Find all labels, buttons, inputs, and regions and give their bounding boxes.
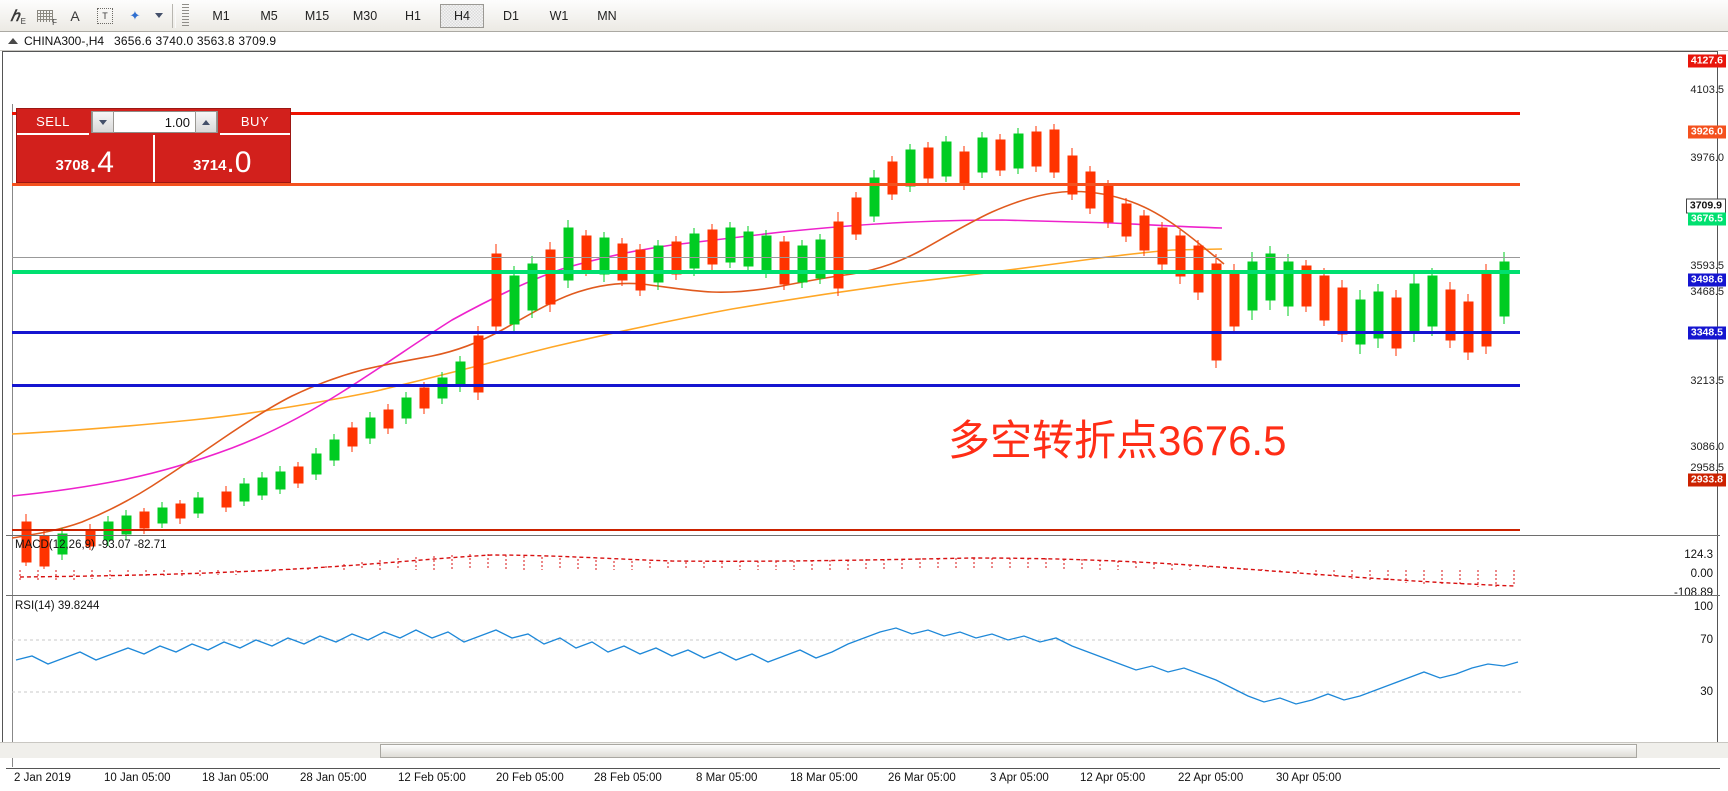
macd-pane-label: MACD(12,26,9) -93.07 -82.71 [15, 539, 167, 551]
x-tick: 12 Apr 05:00 [1080, 772, 1146, 784]
x-tick: 22 Apr 05:00 [1178, 772, 1244, 784]
timeframe-m5[interactable]: M5 [260, 8, 278, 23]
buy-price-decimal: .0 [226, 146, 252, 179]
horizontal-scrollbar[interactable] [0, 742, 1728, 758]
chart-left-gutter [6, 104, 13, 767]
x-tick: 10 Jan 05:00 [104, 772, 171, 784]
buy-price-integer: 3714 [193, 157, 227, 174]
sell-button[interactable]: SELL [17, 109, 89, 135]
chart-frame: 多空转折点3676.5 SELL 1.00 BUY 3708 .4 37 [2, 51, 1720, 784]
macd-axis-tick-low: -108.89 [1673, 587, 1713, 599]
volume-stepper[interactable]: 1.00 [91, 111, 218, 133]
level-line-3676.5[interactable] [12, 270, 1520, 274]
macd-axis-tick-high: 124.3 [1684, 549, 1713, 561]
x-tick: 12 Feb 05:00 [398, 772, 466, 784]
price-tick: 4103.5 [1690, 84, 1724, 96]
timeframe-h4[interactable]: H4 [440, 3, 484, 28]
level-line-3926.0[interactable] [12, 183, 1520, 186]
price-badge-resistance-high: 4127.6 [1687, 54, 1726, 68]
sell-price-decimal: .4 [88, 146, 114, 179]
timeframe-w1[interactable]: W1 [549, 8, 569, 23]
level-line-2933.8[interactable] [12, 529, 1520, 531]
level-line-3348.5[interactable] [12, 384, 1520, 387]
price-badge-resistance: 3926.0 [1687, 125, 1726, 139]
deal-ticket-top-row: SELL 1.00 BUY [17, 109, 290, 135]
price-tick: 3086.0 [1690, 441, 1724, 453]
volume-increase-icon[interactable] [195, 111, 217, 133]
x-tick: 28 Jan 05:00 [300, 772, 367, 784]
timeframe-m1[interactable]: M1 [212, 8, 230, 23]
x-tick: 8 Mar 05:00 [696, 772, 758, 784]
buy-button[interactable]: BUY [220, 109, 290, 135]
rsi-line [15, 627, 1519, 705]
time-axis[interactable]: 2 Jan 2019 10 Jan 05:00 18 Jan 05:00 28 … [6, 768, 1720, 791]
price-badge-pivot: 3676.5 [1687, 212, 1726, 226]
toolbar-separator [172, 3, 176, 28]
chart-annotation-text: 多空转折点3676.5 [948, 417, 1287, 464]
symbol-info-bar: CHINA300-,H4 3656.6 3740.0 3563.8 3709.9 [0, 32, 1728, 51]
macd-signal-line [19, 554, 1515, 587]
macd-pane-top-border [6, 535, 1720, 536]
x-tick: 26 Mar 05:00 [888, 772, 956, 784]
price-tick: 3468.5 [1690, 286, 1724, 298]
buy-price[interactable]: 3714 .0 [155, 135, 291, 182]
x-tick: 2 Jan 2019 [14, 772, 71, 784]
toolbar-grip[interactable] [182, 3, 189, 28]
price-tick: 2958.5 [1690, 462, 1724, 474]
objects-dropdown-icon[interactable] [151, 3, 165, 29]
price-tick: 3976.0 [1690, 152, 1724, 164]
volume-decrease-icon[interactable] [92, 111, 114, 133]
scrollbar-thumb[interactable] [380, 744, 1637, 758]
ma-fast-line [12, 190, 1225, 539]
macd-histogram [19, 554, 1515, 587]
candlestick-series [21, 124, 1510, 569]
price-badge-low: 2933.8 [1687, 473, 1726, 487]
timeframe-mn[interactable]: MN [597, 8, 617, 23]
collapse-triangle-icon[interactable] [8, 38, 18, 44]
x-tick: 18 Mar 05:00 [790, 772, 858, 784]
rsi-chart-canvas[interactable] [12, 608, 1522, 723]
timeframe-m15[interactable]: M15 [304, 8, 330, 23]
text-label-icon[interactable]: A [70, 7, 80, 24]
volume-value[interactable]: 1.00 [164, 114, 190, 130]
grid-icon[interactable]: F [31, 3, 59, 29]
x-tick: 18 Jan 05:00 [202, 772, 269, 784]
price-axis[interactable]: 4103.5 3976.0 3848.5 3593.5 3468.5 3213.… [1672, 51, 1728, 755]
objects-icon[interactable]: ✦ [129, 7, 141, 23]
rsi-axis-tick-100: 100 [1693, 601, 1713, 613]
sell-price[interactable]: 3708 .4 [17, 135, 153, 182]
x-tick: 28 Feb 05:00 [594, 772, 662, 784]
ticket-divider [152, 135, 155, 182]
deal-ticket-prices: 3708 .4 3714 .0 [17, 135, 290, 182]
symbol-name: CHINA300-,H4 [24, 34, 105, 48]
level-line-3709.9-current [12, 257, 1520, 258]
price-badge-support-low: 3348.5 [1687, 326, 1726, 340]
rsi-axis-tick-30: 30 [1700, 686, 1713, 698]
deal-ticket-panel[interactable]: SELL 1.00 BUY 3708 .4 3714 .0 [16, 108, 291, 183]
rsi-pane-top-border [6, 595, 1720, 596]
sell-price-integer: 3708 [55, 157, 89, 174]
timeframe-d1[interactable]: D1 [503, 8, 519, 23]
level-line-3498.6[interactable] [12, 331, 1520, 334]
price-tick: 3213.5 [1690, 375, 1724, 387]
price-badge-support: 3498.6 [1687, 273, 1726, 287]
macd-chart-canvas[interactable] [12, 550, 1522, 590]
symbol-ohlc: 3656.6 3740.0 3563.8 3709.9 [114, 34, 277, 48]
price-badge-current-price: 3709.9 [1685, 198, 1726, 214]
level-line-4127.6[interactable] [12, 112, 1520, 115]
text-box-icon[interactable]: T [91, 3, 119, 29]
rsi-pane-label: RSI(14) 39.8244 [15, 600, 100, 612]
timeframe-h1[interactable]: H1 [405, 8, 421, 23]
x-tick: 20 Feb 05:00 [496, 772, 564, 784]
price-tick: 3593.5 [1690, 260, 1724, 272]
x-tick: 30 Apr 05:00 [1276, 772, 1342, 784]
timeframe-m30[interactable]: M30 [352, 8, 378, 23]
x-tick: 3 Apr 05:00 [990, 772, 1049, 784]
rsi-axis-tick-70: 70 [1700, 634, 1713, 646]
macd-axis-tick-zero: 0.00 [1690, 568, 1713, 580]
